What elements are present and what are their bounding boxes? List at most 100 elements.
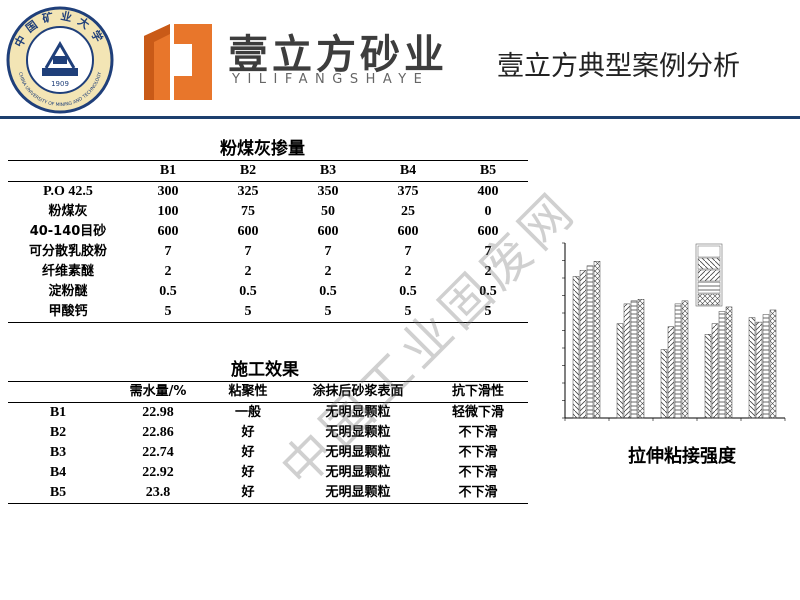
table-cell: 2 [164,264,172,279]
table-cell: 不下滑 [458,445,498,460]
table-cell: 600 [317,224,339,239]
row-label: 粉煤灰 [48,204,88,219]
brand-logo-icon [144,24,212,100]
table-cell: 无明显颗粒 [325,425,391,440]
table-cell: 好 [208,483,288,504]
table-row: B2 22.86 好 无明显颗粒 不下滑 [8,423,528,443]
column-header: B1 [128,160,208,182]
bar [579,270,587,419]
column-header: B5 [448,160,528,182]
row-label: 纤维素醚 [41,264,94,279]
table-cell: 好 [241,425,255,440]
table-cell: 400 [477,184,499,199]
table-cell: 2 [324,264,332,279]
bar [725,306,733,419]
bar [681,300,689,419]
table-cell: 7 [484,244,492,259]
table-cell: 5 [128,302,208,323]
table-cell: 375 [397,184,419,199]
svg-text:1909: 1909 [51,80,69,88]
table-row: 粉煤灰 100 75 50 25 0 [8,202,528,222]
row-label: 40-140目砂 [29,224,107,239]
table-cell: 2 [484,264,492,279]
brand-name-english: YILIFANGSHAYE [232,72,430,87]
table-cell: 22.74 [142,445,174,460]
table-cell: 5 [448,302,528,323]
bar [711,323,719,419]
table-cell: 0.5 [479,284,497,299]
bar [748,317,756,419]
bar [660,349,668,419]
table-cell: 0.5 [319,284,337,299]
table-cell: 不下滑 [428,483,528,504]
legend-swatch [697,245,721,258]
table-row: B3 22.74 好 无明显颗粒 不下滑 [8,443,528,463]
table-row: 淀粉醚 0.5 0.5 0.5 0.5 0.5 [8,282,528,302]
table-cell: 好 [241,465,255,480]
brand-name-chinese: 壹立方砂业 [228,32,448,78]
table-row: P.O 42.5 300 325 350 375 400 [8,182,528,203]
table-cell: 无明显颗粒 [325,445,391,460]
row-label: 甲酸钙 [8,302,128,323]
column-header: 需水量/% [108,381,208,403]
bar [755,321,763,419]
bar [674,303,682,419]
table-cell: 0.5 [239,284,257,299]
table-cell: 600 [237,224,259,239]
row-label: B2 [49,425,67,440]
bar [572,276,580,419]
table-cell: 22.92 [142,465,174,480]
legend-swatch [697,269,721,282]
column-header [8,160,128,182]
bar [586,265,594,419]
table-row: 40-140目砂 600 600 600 600 600 [8,222,528,242]
table-cell: 7 [324,244,332,259]
table-cell: 350 [317,184,339,199]
legend-swatch [697,281,721,294]
table-cell: 2 [404,264,412,279]
table-cell: 22.86 [142,425,174,440]
table-cell: 一般 [234,405,261,420]
effect-table-title: 施工效果 [231,360,299,380]
university-seal-logo: 中国矿业大学 CHINA UNIVERSITY OF MINING AND TE… [6,6,114,114]
table-cell: 5 [288,302,368,323]
row-label: 可分散乳胶粉 [28,244,107,259]
mix-table-title: 粉煤灰掺量 [220,139,305,159]
construction-effect-table: 需水量/% 粘聚性 涂抹后砂浆表面 抗下滑性 B1 22.98 一般 无明显颗粒… [8,381,528,504]
table-row: 可分散乳胶粉 7 7 7 7 7 [8,242,528,262]
table-cell: 25 [401,204,415,219]
legend-swatch [697,293,721,306]
bar [593,261,601,419]
column-header: B4 [368,160,448,182]
legend-swatch [697,257,721,270]
table-cell: 23.8 [108,483,208,504]
table-cell: 7 [164,244,172,259]
table-cell: 5 [208,302,288,323]
table-row: B1 22.98 一般 无明显颗粒 轻微下滑 [8,403,528,424]
row-label: B1 [49,405,67,420]
table-cell: 600 [397,224,419,239]
row-label: B4 [49,465,67,480]
table-cell: 好 [241,445,255,460]
table-header-row: B1 B2 B3 B4 B5 [8,160,528,182]
bar [630,300,638,419]
table-row: 纤维素醚 2 2 2 2 2 [8,262,528,282]
bar [769,309,777,419]
table-cell: 无明显颗粒 [325,405,391,420]
table-cell: 轻微下滑 [451,405,504,420]
table-header-row: 需水量/% 粘聚性 涂抹后砂浆表面 抗下滑性 [8,381,528,403]
bar [616,323,624,419]
table-cell: 22.98 [142,405,174,420]
bar [623,303,631,419]
bar [667,326,675,419]
table-cell: 不下滑 [458,425,498,440]
column-header: 涂抹后砂浆表面 [288,381,428,403]
table-cell: 0 [484,204,492,219]
bar [762,314,770,419]
row-label: P.O 42.5 [43,184,93,199]
table-cell: 50 [321,204,335,219]
column-header: 抗下滑性 [428,381,528,403]
row-label: B3 [49,445,67,460]
mix-proportion-table: B1 B2 B3 B4 B5 P.O 42.5 300 325 350 375 … [8,160,528,323]
table-row: B4 22.92 好 无明显颗粒 不下滑 [8,463,528,483]
